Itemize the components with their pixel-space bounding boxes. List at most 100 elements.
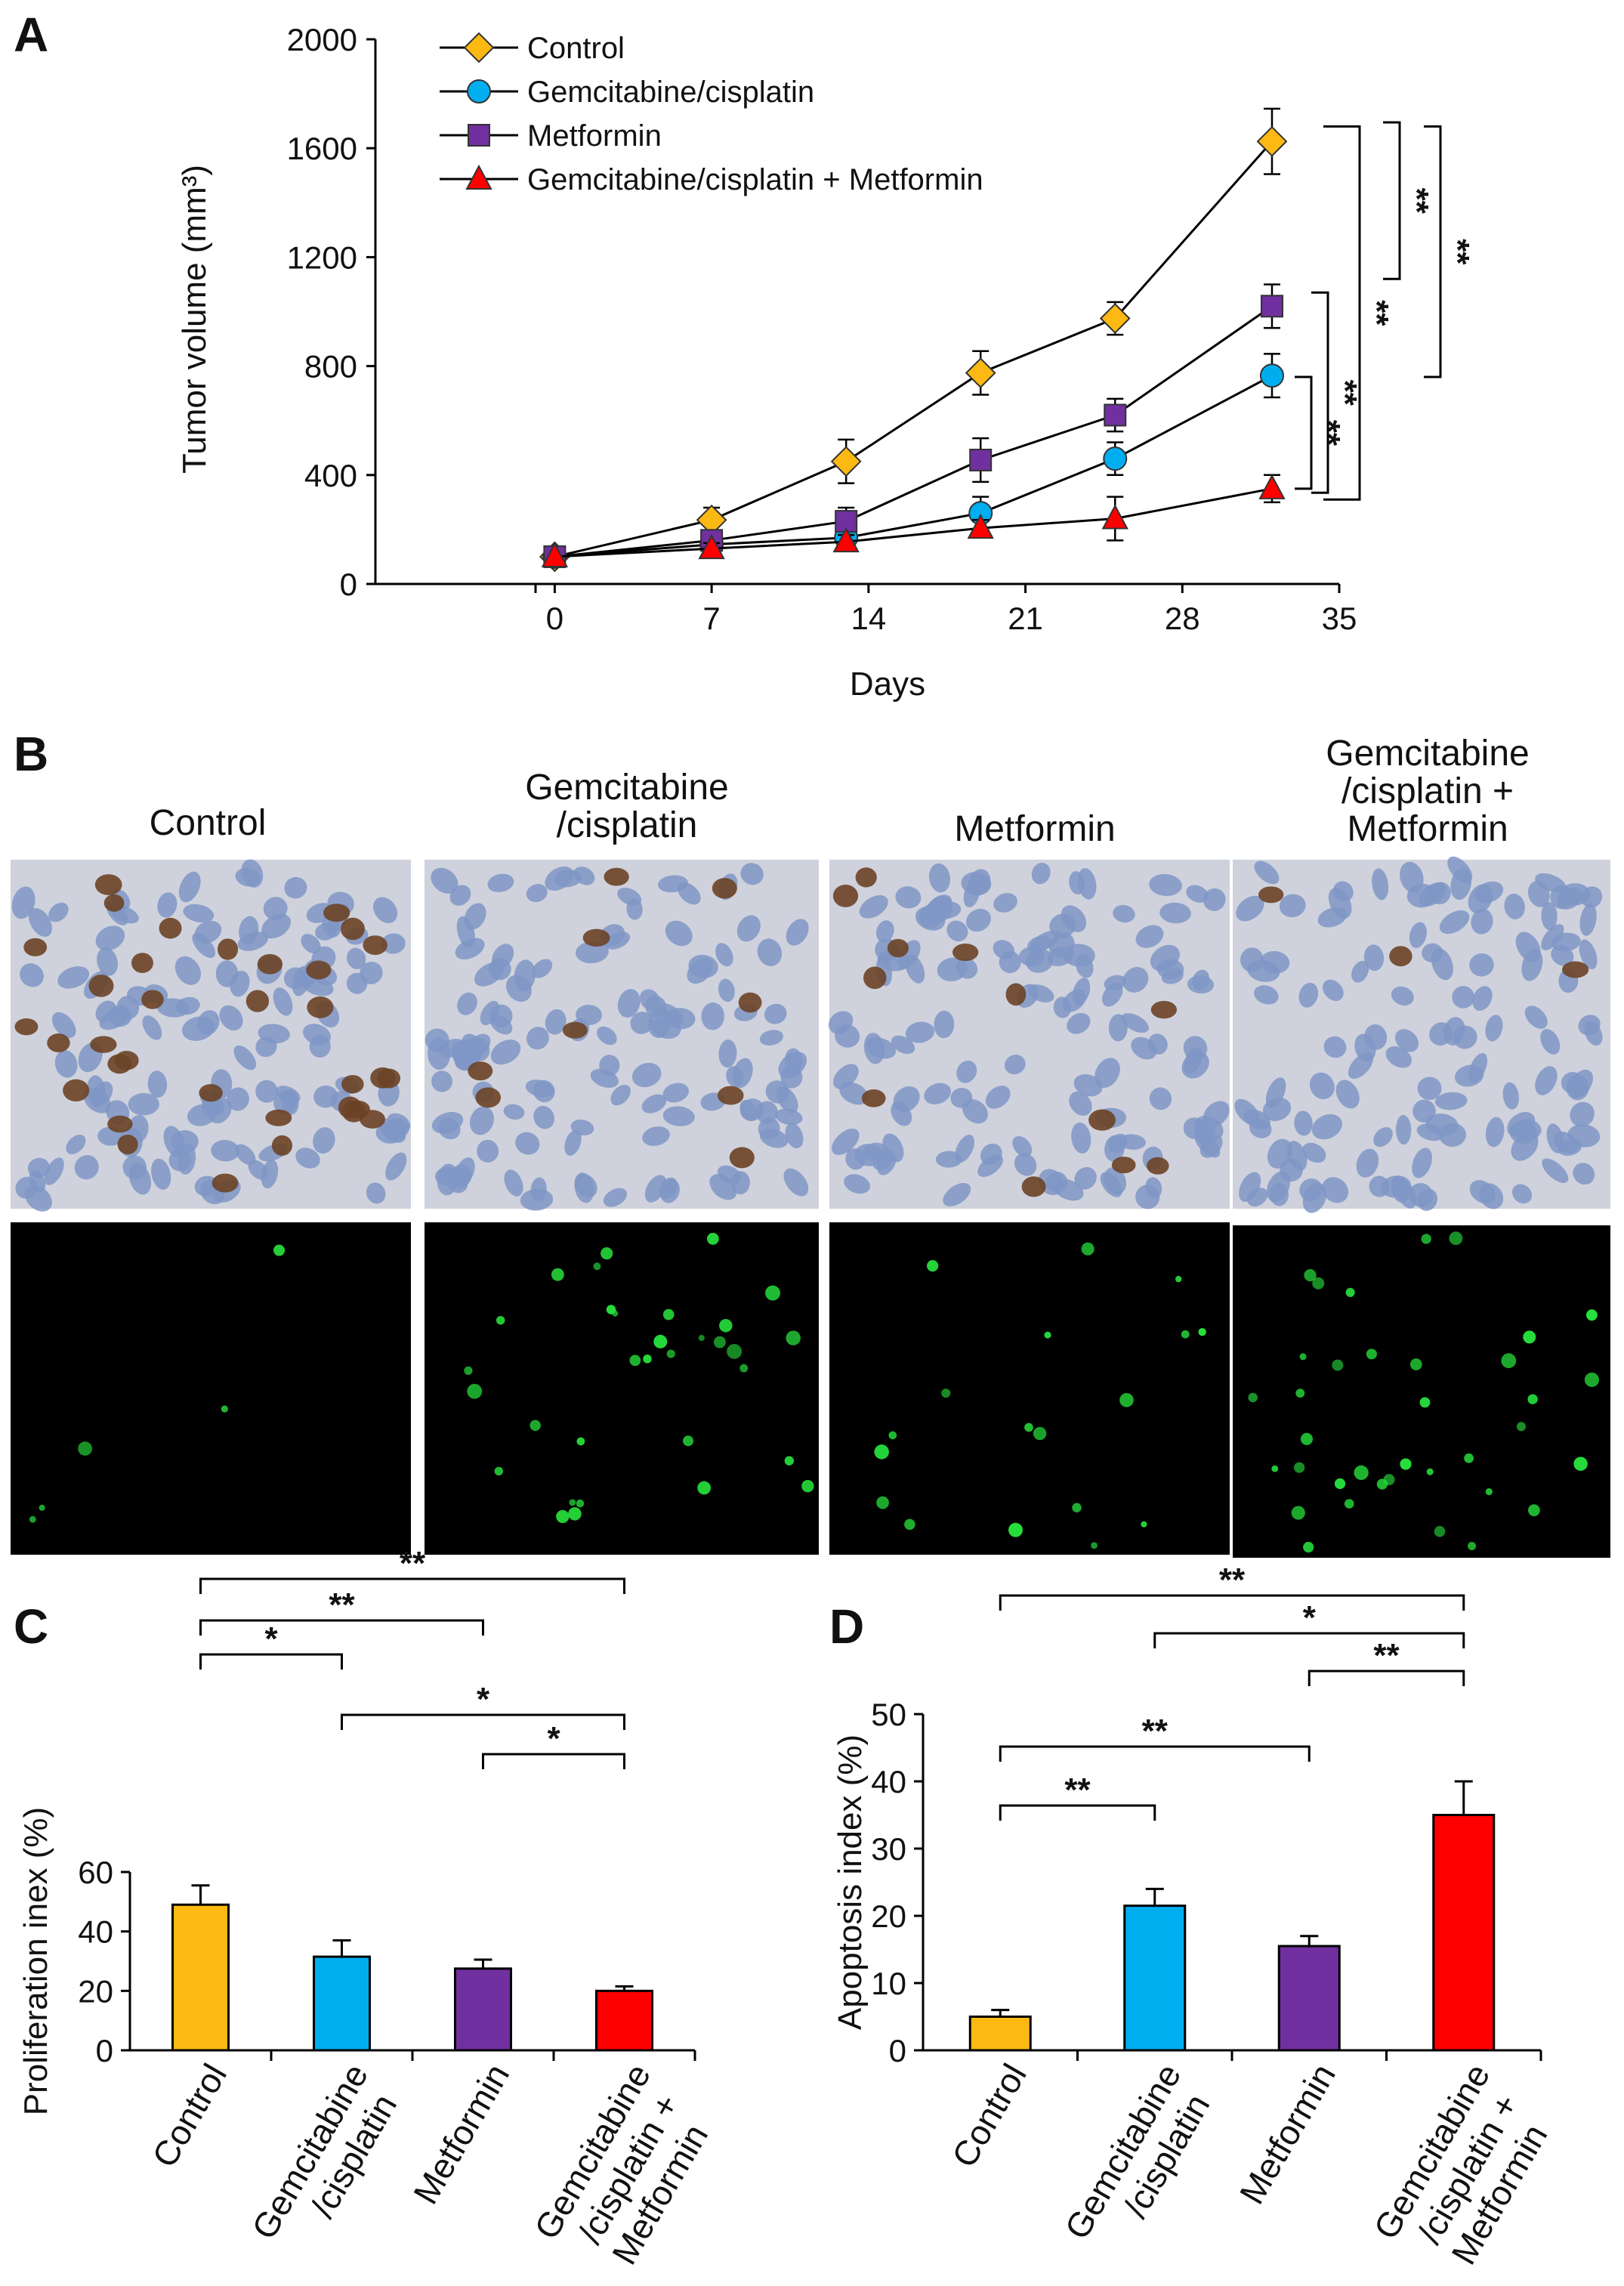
- stained-nucleus: [265, 1109, 292, 1126]
- y-tick-label: 0: [96, 2033, 113, 2068]
- nucleus: [1012, 1135, 1033, 1157]
- data-point: [1099, 303, 1131, 334]
- significance-label: **: [1373, 1637, 1400, 1674]
- nucleus: [965, 908, 991, 932]
- nucleus: [227, 1087, 249, 1111]
- stained-nucleus: [1021, 1176, 1046, 1197]
- apoptotic-cell: [1468, 1542, 1477, 1550]
- nucleus: [844, 1174, 870, 1194]
- nucleus: [1014, 1153, 1037, 1176]
- nucleus: [875, 920, 894, 943]
- apoptotic-cell: [1485, 1487, 1493, 1496]
- nucleus: [533, 1080, 555, 1103]
- apoptotic-cell: [784, 1456, 794, 1466]
- nucleus: [554, 870, 582, 888]
- stained-nucleus: [107, 1115, 133, 1133]
- nucleus: [469, 1106, 494, 1135]
- apoptotic-cell: [1119, 1392, 1134, 1407]
- nucleus: [1145, 1177, 1162, 1199]
- data-point: [1259, 363, 1284, 388]
- stained-nucleus: [141, 990, 164, 1009]
- nucleus: [1422, 943, 1443, 962]
- panel-b: B Control Gemcitabine/cisplatin Metformin Ge…: [11, 727, 1610, 1558]
- apoptotic-cell: [1181, 1330, 1190, 1339]
- nucleus: [1469, 953, 1494, 977]
- nucleus: [1535, 1066, 1558, 1095]
- nucleus: [859, 895, 888, 919]
- series-line: [554, 141, 1274, 558]
- nucleus: [640, 989, 660, 1011]
- nucleus: [993, 940, 1015, 959]
- stained-nucleus: [88, 975, 114, 997]
- apoptotic-cell: [273, 1244, 286, 1256]
- nucleus: [1425, 1114, 1459, 1136]
- y-tick-label: 30: [871, 1831, 906, 1867]
- nucleus: [1309, 1072, 1335, 1100]
- series-diamond: [539, 107, 1288, 573]
- nucleus: [505, 975, 532, 1002]
- nucleus: [956, 1060, 977, 1083]
- nucleus: [1254, 860, 1280, 885]
- nucleus: [662, 1083, 689, 1103]
- nucleus: [1045, 1171, 1068, 1193]
- x-axis-title: Days: [850, 666, 925, 703]
- nucleus: [1468, 884, 1493, 914]
- nucleus: [1373, 1126, 1393, 1148]
- nucleus: [1429, 882, 1451, 905]
- nucleus: [1262, 1097, 1292, 1121]
- apoptotic-cell: [1044, 1331, 1051, 1339]
- apoptotic-cell: [888, 1431, 897, 1440]
- apoptotic-cell: [786, 1330, 801, 1345]
- stained-nucleus: [307, 996, 334, 1018]
- nucleus: [372, 897, 398, 923]
- x-tick-label: 14: [851, 601, 886, 636]
- nucleus: [192, 932, 216, 959]
- apoptotic-cell: [1081, 1242, 1095, 1256]
- stained-nucleus: [117, 1134, 138, 1155]
- nucleus: [1559, 883, 1591, 906]
- nucleus: [248, 1160, 268, 1180]
- nucleus: [57, 966, 90, 989]
- apoptotic-cell: [1409, 1358, 1422, 1370]
- data-point: [541, 542, 569, 567]
- legend-label: Control: [527, 32, 625, 65]
- nucleus: [1469, 1180, 1496, 1204]
- stained-nucleus: [323, 904, 350, 922]
- nucleus: [946, 920, 968, 942]
- panel-b-column-title: Metformin: [954, 809, 1115, 849]
- nucleus: [893, 1086, 920, 1113]
- nucleus: [54, 1050, 78, 1078]
- nucleus: [1031, 863, 1051, 885]
- nucleus: [273, 987, 293, 1016]
- stained-nucleus: [94, 874, 122, 895]
- stained-nucleus: [257, 953, 283, 975]
- nucleus: [1406, 883, 1437, 908]
- stained-nucleus: [468, 1061, 493, 1081]
- apoptotic-cell: [1248, 1392, 1258, 1403]
- nucleus: [828, 1011, 854, 1034]
- nucleus: [1417, 1077, 1442, 1101]
- data-point: [1260, 295, 1283, 318]
- nucleus: [545, 1009, 567, 1035]
- nucleus: [28, 907, 52, 938]
- apoptotic-cell: [1434, 1525, 1446, 1537]
- stained-nucleus: [1147, 1157, 1169, 1175]
- panel-b-column-title: Control: [150, 803, 267, 843]
- nucleus: [730, 1171, 750, 1195]
- nucleus: [170, 1130, 199, 1154]
- significance-bracket: [999, 1745, 1311, 1762]
- panel-c-letter: C: [14, 1599, 48, 1654]
- nucleus: [1391, 986, 1414, 1006]
- nucleus: [740, 863, 764, 885]
- nucleus: [928, 863, 951, 893]
- legend: Control Gemcitabine/cisplatin Metformin Gem…: [440, 32, 983, 196]
- nucleus: [1372, 868, 1389, 900]
- nucleus: [1131, 1036, 1157, 1060]
- stained-nucleus: [63, 1079, 90, 1102]
- apoptotic-cell: [221, 1405, 228, 1413]
- nucleus: [1156, 959, 1184, 980]
- apoptotic-cell: [569, 1499, 576, 1506]
- nucleus: [66, 1135, 86, 1154]
- apoptotic-cell: [1198, 1327, 1206, 1336]
